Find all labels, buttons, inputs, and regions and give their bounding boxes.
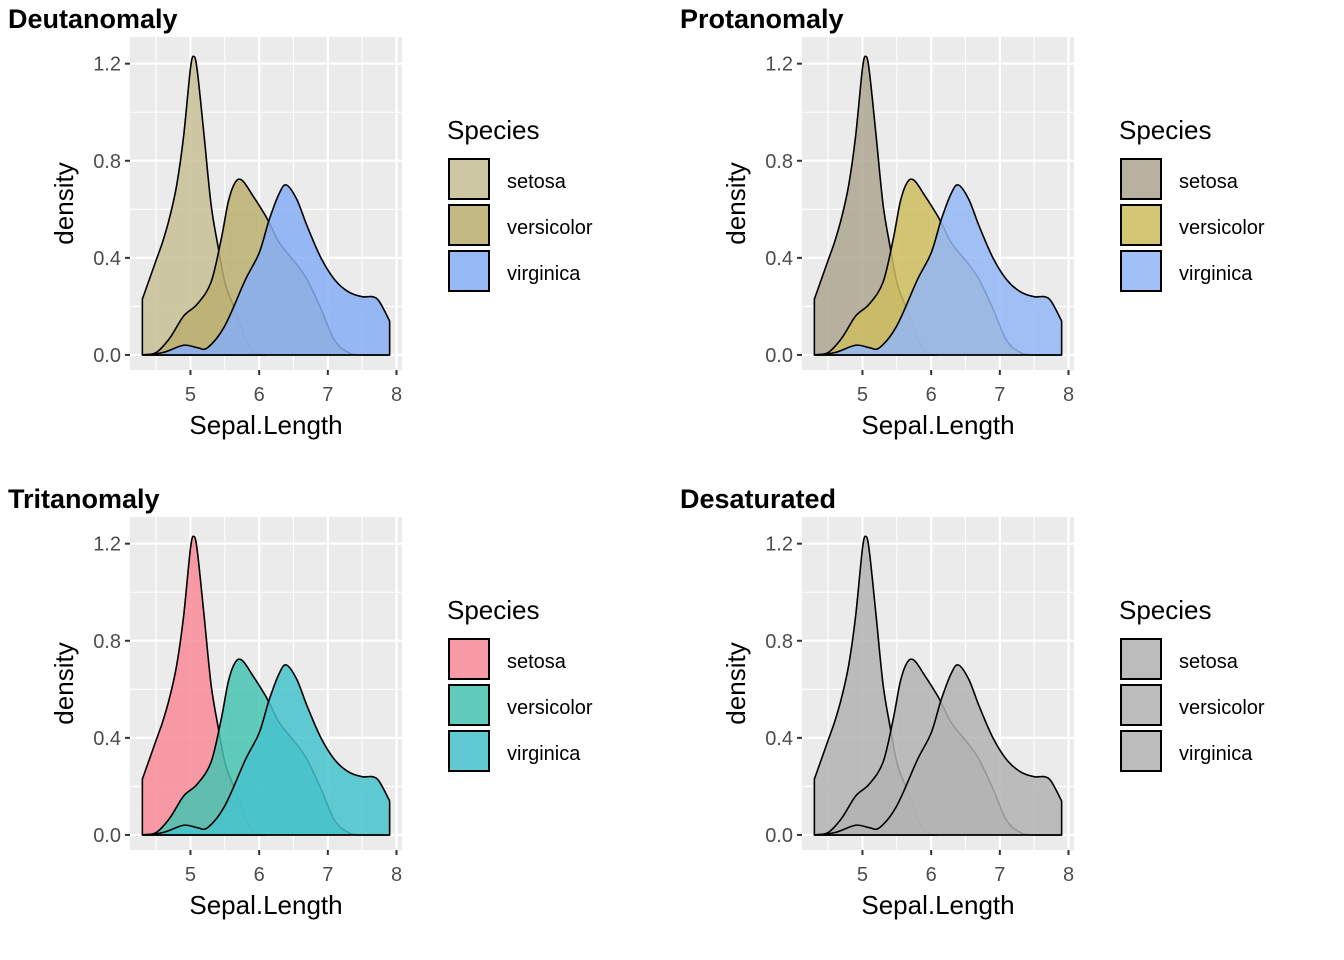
x-tick-label: 7 xyxy=(322,864,333,886)
legend-label-virginica: virginica xyxy=(507,263,581,285)
legend: Species setosa versicolor virginica xyxy=(1119,595,1265,772)
x-tick-label: 8 xyxy=(391,864,402,886)
x-tick-label: 6 xyxy=(254,864,265,886)
panel-title: Desaturated xyxy=(680,484,836,514)
panel-desaturated: Desaturated 0.0 0.4 0.8 1.2 5 6 7 8 Sepal.Length d… xyxy=(680,484,1265,920)
x-tick-label: 5 xyxy=(185,384,196,406)
legend-label-setosa: setosa xyxy=(1179,171,1239,193)
x-tick-label: 6 xyxy=(926,864,937,886)
legend-label-virginica: virginica xyxy=(507,743,581,765)
y-tick-label: 0.4 xyxy=(93,728,121,750)
legend-label-setosa: setosa xyxy=(1179,651,1239,673)
y-tick-label: 1.2 xyxy=(765,54,793,76)
legend-label-setosa: setosa xyxy=(507,171,567,193)
y-axis-label: density xyxy=(721,642,751,724)
x-tick-label: 7 xyxy=(322,384,333,406)
y-axis-label: density xyxy=(49,162,79,244)
panel-deutanomaly: Deutanomaly 0.0 0.4 0.8 1.2 5 6 7 8 Sepal.Length d… xyxy=(8,4,593,440)
y-axis-label: density xyxy=(721,162,751,244)
density-area-virginica xyxy=(142,184,390,355)
x-tick-label: 6 xyxy=(254,384,265,406)
y-tick-label: 0.4 xyxy=(765,728,793,750)
y-tick-label: 0.0 xyxy=(765,825,793,847)
legend-swatch-versicolor xyxy=(448,684,490,726)
density-area-setosa xyxy=(814,56,938,355)
y-tick-label: 0.0 xyxy=(93,345,121,367)
panel-title: Tritanomaly xyxy=(8,484,160,514)
density-area-virginica xyxy=(814,664,1062,835)
density-outline-virginica xyxy=(814,183,1063,356)
x-tick-label: 8 xyxy=(1063,384,1074,406)
density-area-setosa xyxy=(814,536,938,835)
legend-swatch-virginica xyxy=(1120,730,1162,772)
legend-swatch-virginica xyxy=(448,250,490,292)
x-axis-label: Sepal.Length xyxy=(189,890,342,920)
x-tick-label: 7 xyxy=(994,864,1005,886)
legend-title: Species xyxy=(1119,595,1212,625)
panel-title: Protanomaly xyxy=(680,4,844,34)
x-axis-label: Sepal.Length xyxy=(861,410,1014,440)
x-tick-label: 6 xyxy=(926,384,937,406)
y-tick-label: 0.0 xyxy=(93,825,121,847)
y-tick-label: 0.4 xyxy=(765,248,793,270)
density-area-virginica xyxy=(814,184,1062,355)
density-outline-virginica xyxy=(814,663,1063,836)
legend-label-versicolor: versicolor xyxy=(1179,217,1265,239)
y-tick-label: 1.2 xyxy=(93,534,121,556)
y-tick-label: 0.8 xyxy=(765,631,793,653)
legend-swatch-versicolor xyxy=(1120,684,1162,726)
y-tick-label: 1.2 xyxy=(765,534,793,556)
legend: Species setosa versicolor virginica xyxy=(447,115,593,292)
x-axis-label: Sepal.Length xyxy=(189,410,342,440)
y-tick-label: 0.0 xyxy=(765,345,793,367)
density-area-setosa xyxy=(142,56,266,355)
legend-swatch-setosa xyxy=(1120,158,1162,200)
y-tick-label: 0.8 xyxy=(93,631,121,653)
legend-swatch-virginica xyxy=(448,730,490,772)
y-tick-label: 0.4 xyxy=(93,248,121,270)
x-tick-label: 5 xyxy=(857,384,868,406)
panel-protanomaly: Protanomaly 0.0 0.4 0.8 1.2 5 6 7 8 Sepal.Length d… xyxy=(680,4,1265,440)
x-tick-label: 8 xyxy=(391,384,402,406)
legend-label-virginica: virginica xyxy=(1179,263,1253,285)
legend-label-versicolor: versicolor xyxy=(1179,697,1265,719)
legend-label-versicolor: versicolor xyxy=(507,697,593,719)
x-tick-label: 7 xyxy=(994,384,1005,406)
y-tick-label: 0.8 xyxy=(93,151,121,173)
x-axis-label: Sepal.Length xyxy=(861,890,1014,920)
density-outline-virginica xyxy=(142,183,391,356)
legend-title: Species xyxy=(1119,115,1212,145)
x-tick-label: 5 xyxy=(857,864,868,886)
legend-swatch-versicolor xyxy=(448,204,490,246)
y-tick-label: 1.2 xyxy=(93,54,121,76)
legend-label-setosa: setosa xyxy=(507,651,567,673)
legend-swatch-setosa xyxy=(448,158,490,200)
panel-tritanomaly: Tritanomaly 0.0 0.4 0.8 1.2 5 6 7 8 Sepal.Length d… xyxy=(8,484,593,920)
legend-swatch-versicolor xyxy=(1120,204,1162,246)
density-area-setosa xyxy=(142,536,266,835)
density-area-virginica xyxy=(142,664,390,835)
y-tick-label: 0.8 xyxy=(765,151,793,173)
legend: Species setosa versicolor virginica xyxy=(1119,115,1265,292)
x-tick-label: 5 xyxy=(185,864,196,886)
legend-swatch-setosa xyxy=(448,638,490,680)
legend: Species setosa versicolor virginica xyxy=(447,595,593,772)
legend-swatch-setosa xyxy=(1120,638,1162,680)
x-tick-label: 8 xyxy=(1063,864,1074,886)
density-outline-virginica xyxy=(142,663,391,836)
panel-title: Deutanomaly xyxy=(8,4,178,34)
y-axis-label: density xyxy=(49,642,79,724)
legend-swatch-virginica xyxy=(1120,250,1162,292)
legend-title: Species xyxy=(447,595,540,625)
legend-title: Species xyxy=(447,115,540,145)
legend-label-versicolor: versicolor xyxy=(507,217,593,239)
legend-label-virginica: virginica xyxy=(1179,743,1253,765)
